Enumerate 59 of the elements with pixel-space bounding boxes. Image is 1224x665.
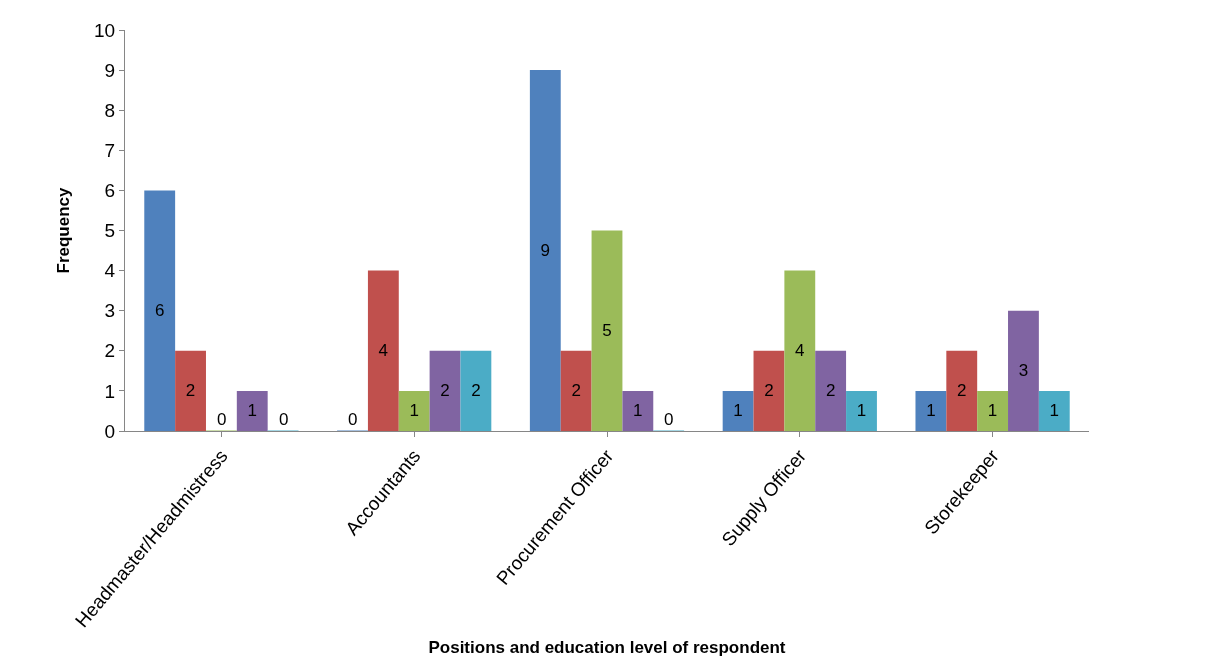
data-label: 2 (471, 381, 481, 401)
data-label: 1 (733, 401, 743, 421)
data-label: 1 (987, 401, 998, 421)
bar (560, 350, 592, 431)
data-label: 4 (378, 341, 389, 361)
bar (460, 350, 492, 431)
y-tick-label: 8 (104, 99, 116, 121)
bar (236, 390, 268, 431)
bar (722, 390, 754, 431)
bar (398, 390, 430, 431)
bar (915, 390, 947, 431)
y-tick-label: 2 (104, 340, 116, 362)
y-tick-label: 7 (104, 139, 116, 161)
data-label: 2 (571, 381, 581, 401)
data-label: 1 (247, 401, 257, 421)
bar (144, 190, 176, 431)
data-label: 2 (764, 381, 774, 401)
data-label: 0 (217, 410, 227, 429)
bar (622, 390, 654, 431)
bar (815, 350, 847, 431)
data-label: 1 (926, 401, 936, 421)
bar (1008, 310, 1039, 431)
bar (1038, 390, 1070, 431)
bar (429, 350, 461, 431)
bar (591, 230, 623, 431)
x-axis-title: Positions and education level of respondent (428, 637, 786, 657)
data-label: 2 (825, 381, 836, 401)
data-label: 5 (602, 321, 612, 341)
data-label: 1 (856, 401, 867, 421)
y-tick-label: 3 (104, 300, 116, 322)
data-label: 4 (795, 341, 805, 361)
data-label: 0 (348, 410, 358, 429)
y-tick-label: 0 (104, 420, 116, 442)
y-axis-title: Frequency (53, 186, 73, 274)
y-tick-label: 5 (104, 220, 116, 242)
bar (529, 70, 561, 431)
bar (753, 350, 785, 431)
data-label: 1 (409, 401, 419, 421)
y-tick-label: 1 (104, 380, 116, 402)
bar (367, 270, 399, 431)
data-label: 0 (664, 410, 674, 429)
data-label: 2 (440, 381, 450, 401)
y-tick-label: 4 (104, 260, 116, 282)
data-label: 9 (540, 241, 551, 261)
data-label: 1 (633, 401, 643, 421)
bar (175, 350, 206, 431)
data-label: 3 (1018, 361, 1029, 381)
bar (977, 390, 1009, 431)
data-label: 6 (154, 301, 165, 321)
bar (946, 350, 978, 431)
y-tick-label: 6 (104, 180, 116, 202)
data-label: 2 (185, 381, 196, 401)
y-tick-label: 9 (104, 59, 116, 81)
data-label: 1 (1049, 401, 1060, 421)
data-label: 2 (957, 381, 967, 401)
bar (784, 270, 816, 431)
bar (846, 390, 877, 431)
data-label: 0 (279, 410, 289, 429)
y-tick-label: 10 (94, 19, 116, 41)
